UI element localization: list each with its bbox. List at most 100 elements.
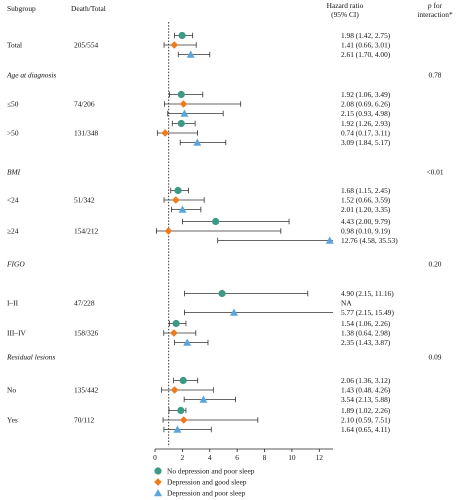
ci-group (170, 186, 189, 195)
hazard-ratio-ci-text: 1.92 (1.26, 2.93) (341, 119, 391, 128)
ci-group (173, 376, 199, 385)
hazard-ratio-ci-text: 2.01 (1.20, 3.35) (341, 205, 391, 214)
legend: No depression and poor sleep Depression a… (154, 467, 255, 498)
point-marker (179, 376, 187, 385)
header-ci: (95% CI) (331, 10, 359, 19)
hazard-ratio-ci-text: 1.89 (1.02, 2.26) (341, 406, 391, 415)
point-marker (199, 395, 208, 403)
ci-group (156, 129, 198, 137)
point-marker (170, 329, 178, 337)
point-marker (164, 227, 173, 235)
subgroup-label: Residual lesions (6, 353, 55, 362)
hazard-ratio-ci-text: 5.77 (2.15, 15.49) (341, 308, 395, 317)
hazard-ratio-ci-text: 1.43 (0.48, 4.26) (341, 386, 391, 395)
death-total-value: 51/342 (74, 196, 95, 205)
header-p-symbol: p (427, 1, 432, 10)
death-total-value: 47/228 (74, 299, 95, 308)
ci-group (162, 416, 259, 424)
header-subgroup: Subgroup (7, 4, 36, 13)
hazard-ratio-ci-text: 2.35 (1.43, 3.87) (341, 338, 391, 347)
ci-group (171, 119, 196, 128)
ci-group (217, 236, 334, 244)
x-tick-label: 0 (153, 453, 157, 462)
hazard-ratio-ci-text: 1.38 (0.64, 2.98) (341, 329, 391, 338)
hazard-ratio-ci-text: 2.10 (0.59, 7.51) (341, 416, 391, 425)
point-marker (180, 109, 189, 117)
point-marker (178, 31, 186, 40)
point-marker (177, 406, 185, 415)
ci-group (167, 109, 224, 117)
subgroup-label: ≥24 (7, 227, 19, 236)
ci-group (184, 289, 309, 298)
hazard-ratio-ci-text: 2.06 (1.36, 3.12) (341, 376, 391, 385)
hazard-ratio-ci-text: 1.52 (0.66, 3.59) (341, 196, 391, 205)
death-total-value: 131/348 (74, 129, 99, 138)
hazard-ratio-ci-text: 12.76 (4.58, 35.53) (341, 236, 398, 245)
table-headers: Subgroup Death/Total Hazard ratio (95% C… (7, 1, 453, 19)
legend-marker (154, 478, 162, 486)
subgroup-label: Yes (7, 416, 18, 425)
x-tick-label: 10 (288, 453, 296, 462)
ci-group (169, 90, 204, 99)
rows: Total 205/554 1.98 (1.42, 2.75)1.41 (0.66,… (6, 31, 444, 434)
subgroup-label: ≤50 (7, 100, 19, 109)
point-marker (193, 138, 202, 146)
hazard-ratio-ci-text: 3.54 (2.13, 5.88) (341, 395, 391, 404)
ci-group (174, 338, 209, 346)
plot-area: 0 2 4 6 8 10 12 (153, 22, 334, 462)
hazard-ratio-ci-text: 1.64 (0.65, 4.11) (341, 425, 391, 434)
subgroup-label: No (7, 386, 16, 395)
point-marker (177, 119, 185, 128)
point-marker (173, 425, 182, 433)
point-marker (177, 90, 185, 99)
x-tick-label: 6 (235, 453, 239, 462)
ci-group (174, 31, 194, 40)
legend-label: Depression and good sleep (167, 478, 247, 487)
hazard-ratio-ci-text: 0.74 (0.17, 3.11) (341, 129, 391, 138)
legend-marker (154, 489, 162, 497)
ci-group (177, 50, 211, 58)
legend-label: Depression and poor sleep (167, 489, 246, 498)
hazard-ratio-ci-text: 0.98 (0.10, 9.19) (341, 227, 391, 236)
hazard-ratio-ci-text: 3.09 (1.84, 5.17) (341, 138, 391, 147)
x-tick-label: 8 (263, 453, 267, 462)
ci-group (161, 386, 214, 394)
p-interaction-value: <0.01 (426, 168, 443, 177)
death-total-value: 154/212 (74, 227, 99, 236)
x-tick-label: 12 (316, 453, 324, 462)
ci-group (181, 217, 290, 226)
point-marker (186, 50, 195, 58)
p-interaction-value: 0.78 (429, 71, 442, 80)
p-interaction-value: 0.20 (429, 260, 442, 269)
legend-marker (154, 467, 162, 475)
x-tick-label: 2 (181, 453, 185, 462)
hazard-ratio-ci-text: 1.98 (1.42, 2.75) (341, 31, 391, 40)
hazard-ratio-ci-text: 1.92 (1.06, 3.49) (341, 90, 391, 99)
header-p-for-text: for (432, 1, 443, 10)
ci-group (155, 227, 282, 235)
hazard-ratio-ci-text: 4.90 (2.15, 11.16) (341, 289, 394, 298)
subgroup-label: Total (7, 41, 22, 50)
ci-group (164, 100, 242, 108)
death-total-value: 70/112 (74, 416, 95, 425)
x-tick-label: 4 (208, 453, 212, 462)
subgroup-label: <24 (7, 196, 19, 205)
p-interaction-value: 0.09 (429, 353, 442, 362)
subgroup-label: I–II (7, 299, 19, 308)
header-p-for: p for (427, 1, 443, 10)
point-marker (170, 386, 179, 394)
death-total-value: 74/206 (74, 100, 95, 109)
ci-group (168, 406, 187, 415)
hazard-ratio-ci-text: 1.54 (1.06, 2.26) (341, 319, 391, 328)
header-hazard-ratio: Hazard ratio (327, 1, 364, 10)
ci-group (163, 196, 205, 204)
point-marker (161, 129, 169, 137)
point-marker (325, 236, 334, 244)
hazard-ratio-ci-text: 4.43 (2.00, 9.79) (341, 217, 391, 226)
point-marker (230, 308, 239, 316)
header-interaction: interaction* (417, 10, 453, 19)
point-marker (218, 289, 226, 298)
ci-group (163, 425, 212, 433)
point-marker (172, 319, 180, 328)
